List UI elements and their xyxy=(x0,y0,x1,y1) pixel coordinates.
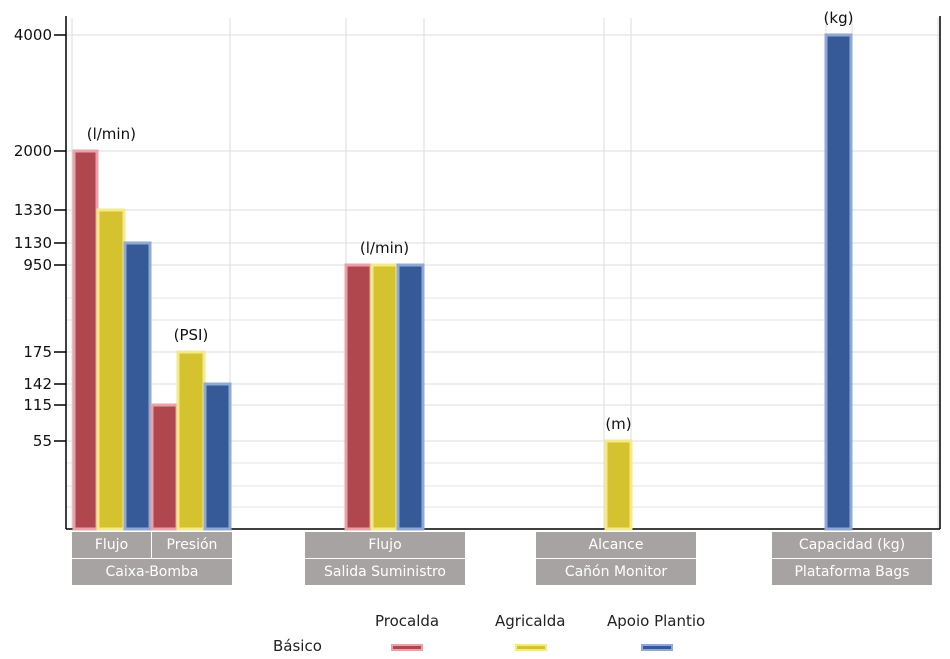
legend-swatch xyxy=(391,644,423,651)
y-tick-label: 142 xyxy=(23,375,52,393)
legend-label: Procalda xyxy=(375,612,440,630)
y-tick-label: 55 xyxy=(33,432,52,450)
y-tick-label: 115 xyxy=(23,396,52,414)
subgroup-label: Flujo xyxy=(72,532,151,558)
unit-label: (m) xyxy=(605,415,631,433)
group-label: Cañón Monitor xyxy=(536,559,696,585)
unit-label: (PSI) xyxy=(174,326,209,344)
bar-chart: 4000 2000 1330 1130 950 175 142 115 55 (l/min) (PS… xyxy=(14,9,941,531)
legend-title: Básico xyxy=(273,637,322,655)
y-tick-label: 2000 xyxy=(14,142,52,160)
bar-procalda xyxy=(150,403,179,531)
group-label: Salida Suministro xyxy=(305,559,465,585)
subgroup-label: Alcance xyxy=(536,532,696,558)
bar-procalda xyxy=(344,263,373,531)
legend-swatch xyxy=(641,644,673,651)
bar-agricalda xyxy=(176,350,206,531)
subgroup-label: Flujo xyxy=(305,532,465,558)
unit-label: (kg) xyxy=(824,9,854,27)
bar-apoio-plantio xyxy=(396,263,425,531)
y-tick-label: 175 xyxy=(23,343,52,361)
unit-label: (l/min) xyxy=(87,125,136,143)
group-label: Caixa-Bomba xyxy=(72,559,232,585)
bar-apoio-plantio xyxy=(203,382,232,531)
y-tick-label: 1330 xyxy=(14,201,52,219)
legend-label: Agricalda xyxy=(495,612,566,630)
y-tick-label: 1130 xyxy=(14,234,52,252)
y-tick-label: 950 xyxy=(23,256,52,274)
bar-agricalda xyxy=(96,208,126,531)
unit-label: (l/min) xyxy=(360,239,409,257)
group-label: Plataforma Bags xyxy=(772,559,932,585)
bar-apoio-plantio xyxy=(123,241,152,531)
bar-procalda xyxy=(72,149,99,531)
y-tick-label: 4000 xyxy=(14,26,52,44)
bar-agricalda xyxy=(604,439,633,531)
bar-apoio-plantio xyxy=(824,33,853,531)
subgroup-label: Presión xyxy=(152,532,232,558)
bar-agricalda xyxy=(370,263,399,531)
subgroup-label: Capacidad (kg) xyxy=(772,532,932,558)
legend-swatch xyxy=(515,644,547,651)
legend-label: Apoio Plantio xyxy=(607,612,706,630)
